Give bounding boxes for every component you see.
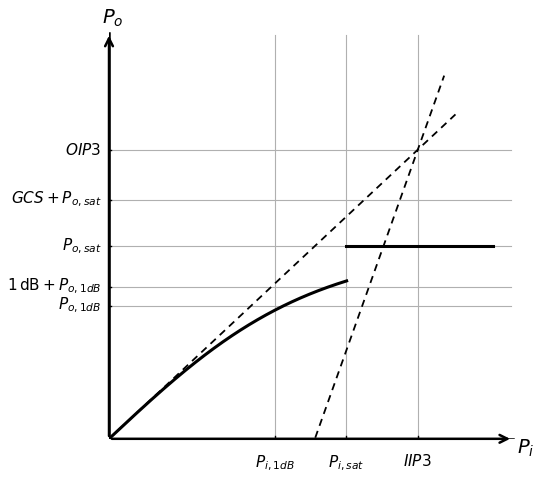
Text: $P_{o,sat}$: $P_{o,sat}$	[62, 237, 102, 256]
Text: $P_{i,1dB}$: $P_{i,1dB}$	[255, 454, 295, 473]
Text: $P_i$: $P_i$	[517, 438, 534, 459]
Text: $OIP3$: $OIP3$	[65, 141, 102, 158]
Text: $IIP3$: $IIP3$	[404, 454, 432, 469]
Text: $P_{i,sat}$: $P_{i,sat}$	[328, 454, 365, 473]
Text: $GCS + P_{o,sat}$: $GCS + P_{o,sat}$	[11, 190, 102, 209]
Text: $1\,\mathrm{dB} + P_{o,1dB}$: $1\,\mathrm{dB} + P_{o,1dB}$	[7, 277, 102, 296]
Text: $P_o$: $P_o$	[102, 8, 123, 29]
Text: $P_{o,1dB}$: $P_{o,1dB}$	[58, 296, 102, 315]
